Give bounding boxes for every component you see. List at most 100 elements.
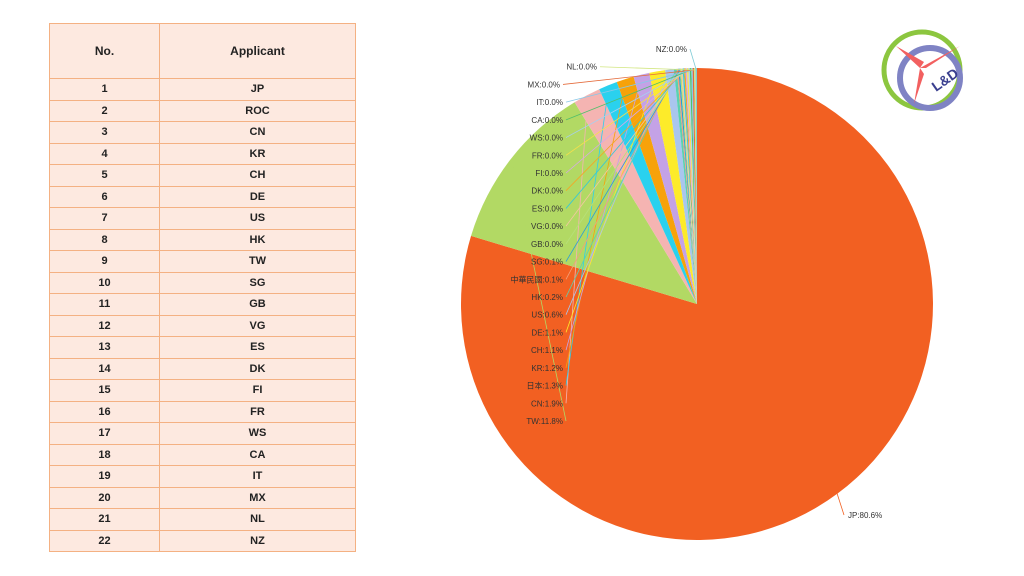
pie-slice	[673, 68, 697, 304]
pie-slice	[676, 68, 697, 304]
pie-leader-line	[565, 70, 681, 245]
pie-leader-line	[565, 70, 680, 262]
row-number-cell: 2	[49, 99, 160, 122]
row-number-cell: 10	[49, 271, 160, 294]
applicant-cell: MX	[159, 486, 356, 509]
table-row: 4 KR	[49, 142, 356, 165]
logo-turbine-blade-icon	[920, 46, 960, 68]
table-row: 22 NZ	[49, 529, 356, 552]
row-number-cell: 16	[49, 400, 160, 423]
pie-slice	[686, 68, 697, 304]
applicant-cell: JP	[159, 78, 356, 101]
pie-data-label: JP:80.6%	[848, 511, 882, 520]
row-number-cell: 21	[49, 508, 160, 531]
pie-slice	[471, 102, 697, 304]
applicant-cell: VG	[159, 314, 356, 337]
pie-leader-line	[565, 69, 687, 174]
applicant-cell: KR	[159, 142, 356, 165]
row-number-cell: 8	[49, 228, 160, 251]
pie-leader-line	[565, 71, 671, 315]
pie-data-label: FR:0.0%	[532, 151, 563, 160]
applicant-cell: US	[159, 207, 356, 230]
applicant-cell: SG	[159, 271, 356, 294]
pie-leader-line	[565, 69, 693, 103]
applicant-cell: FI	[159, 379, 356, 402]
applicant-cell: NL	[159, 508, 356, 531]
table-row: 9 TW	[49, 250, 356, 273]
pie-leader-line	[565, 69, 691, 121]
row-number-cell: 1	[49, 78, 160, 101]
pie-data-label: NZ:0.0%	[656, 45, 687, 54]
column-header-applicant: Applicant	[159, 23, 356, 79]
table-row: 5 CH	[49, 164, 356, 187]
applicant-cell: NZ	[159, 529, 356, 552]
pie-slice	[695, 68, 697, 304]
table-header-row: No. Applicant	[49, 23, 356, 79]
pie-data-label: VG:0.0%	[531, 222, 563, 231]
pie-leader-line	[599, 66, 695, 71]
table-row: 12 VG	[49, 314, 356, 337]
pie-data-label: NL:0.0%	[566, 63, 597, 72]
applicant-cell: WS	[159, 422, 356, 445]
pie-slice	[681, 68, 697, 304]
row-number-cell: 11	[49, 293, 160, 316]
pie-slice	[685, 68, 697, 304]
row-number-cell: 9	[49, 250, 160, 273]
pie-leader-line	[836, 491, 845, 516]
applicant-cell: IT	[159, 465, 356, 488]
pie-leader-line	[565, 69, 690, 138]
table-row: 2 ROC	[49, 99, 356, 122]
pie-chart: JP:80.6% TW:11.8% CN:1.9% 日本:1.3% KR:1.2% CH:…	[461, 45, 933, 540]
pie-data-label: 日本:1.3%	[527, 381, 563, 391]
applicant-cell: ES	[159, 336, 356, 359]
pie-data-label: DE:1.1%	[531, 328, 563, 337]
pie-leader-line	[565, 70, 684, 209]
pie-leader-line	[565, 70, 683, 227]
pie-slice	[692, 68, 697, 305]
table-row: 17 WS	[49, 422, 356, 445]
pie-slice	[599, 82, 697, 304]
pie-slice	[679, 68, 697, 304]
logo-turbine-blade-icon	[896, 46, 924, 68]
table-row: 10 SG	[49, 271, 356, 294]
logo-turbine-blade-icon	[914, 68, 924, 104]
applicant-cell: DK	[159, 357, 356, 380]
row-number-cell: 15	[49, 379, 160, 402]
pie-leader-line	[565, 70, 679, 280]
pie-data-label: TW:11.8%	[526, 417, 563, 426]
table-row: 18 CA	[49, 443, 356, 466]
pie-data-label: KR:1.2%	[531, 364, 563, 373]
row-number-cell: 12	[49, 314, 160, 337]
pie-leader-line	[565, 69, 688, 156]
logo-inner-blue-ring	[897, 45, 963, 111]
pie-slice	[678, 68, 697, 304]
table-row: 11 GB	[49, 293, 356, 316]
applicant-cell: CA	[159, 443, 356, 466]
pie-slice	[691, 68, 697, 304]
table-row: 1 JP	[49, 78, 356, 101]
pie-data-label: SG:0.1%	[531, 258, 563, 267]
table-row: 8 HK	[49, 228, 356, 251]
pie-leader-line	[565, 76, 643, 351]
l-and-d-logo: L&D	[881, 29, 963, 111]
pie-slice	[665, 69, 697, 304]
row-number-cell: 5	[49, 164, 160, 187]
row-number-cell: 22	[49, 529, 160, 552]
row-number-cell: 13	[49, 336, 160, 359]
pie-data-label: ES:0.0%	[532, 204, 563, 213]
pie-slice	[682, 68, 697, 305]
table-row: 6 DE	[49, 185, 356, 208]
pie-slice	[688, 68, 697, 304]
applicant-cell: TW	[159, 250, 356, 273]
pie-slice	[574, 89, 697, 304]
row-number-cell: 14	[49, 357, 160, 380]
pie-slice	[649, 70, 697, 304]
table-row: 13 ES	[49, 336, 356, 359]
pie-data-label: HK:0.2%	[531, 293, 563, 302]
row-number-cell: 3	[49, 121, 160, 144]
pie-leader-line	[565, 70, 686, 191]
pie-leader-line	[511, 160, 567, 422]
applicant-cell: FR	[159, 400, 356, 423]
table-row: 14 DK	[49, 357, 356, 380]
table-row: 19 IT	[49, 465, 356, 488]
